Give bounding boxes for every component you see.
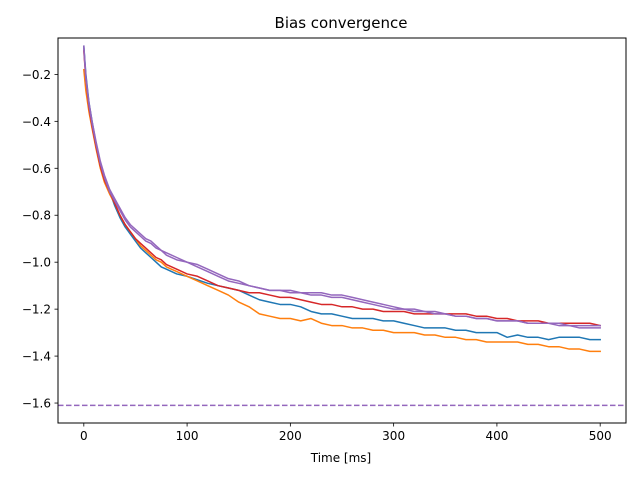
series-line-1	[83, 45, 601, 341]
x-tick-label: 400	[485, 429, 508, 443]
x-tick-label: 100	[176, 429, 199, 443]
x-tick-label: 0	[80, 429, 88, 443]
series-line-5	[83, 45, 601, 327]
plot-area	[58, 45, 626, 407]
x-axis: 0 100 200 300 400 500	[80, 423, 612, 443]
y-axis: −0.2 −0.4 −0.6 −0.8 −1.0 −1.2 −1.4 −1.6	[22, 68, 58, 411]
y-tick-label: −0.4	[22, 115, 51, 129]
y-tick-label: −1.0	[22, 256, 51, 270]
y-tick-label: −1.6	[22, 397, 51, 411]
x-axis-label: Time [ms]	[310, 451, 372, 465]
y-tick-label: −1.2	[22, 303, 51, 317]
y-tick-label: −1.4	[22, 350, 51, 364]
x-tick-label: 300	[382, 429, 405, 443]
y-tick-label: −0.2	[22, 68, 51, 82]
y-tick-label: −0.6	[22, 162, 51, 176]
plot-frame	[57, 37, 627, 424]
x-tick-label: 500	[589, 429, 612, 443]
y-tick-label: −0.8	[22, 209, 51, 223]
series-line-3	[83, 50, 602, 327]
chart-title: Bias convergence	[275, 14, 408, 32]
x-tick-label: 200	[279, 429, 302, 443]
